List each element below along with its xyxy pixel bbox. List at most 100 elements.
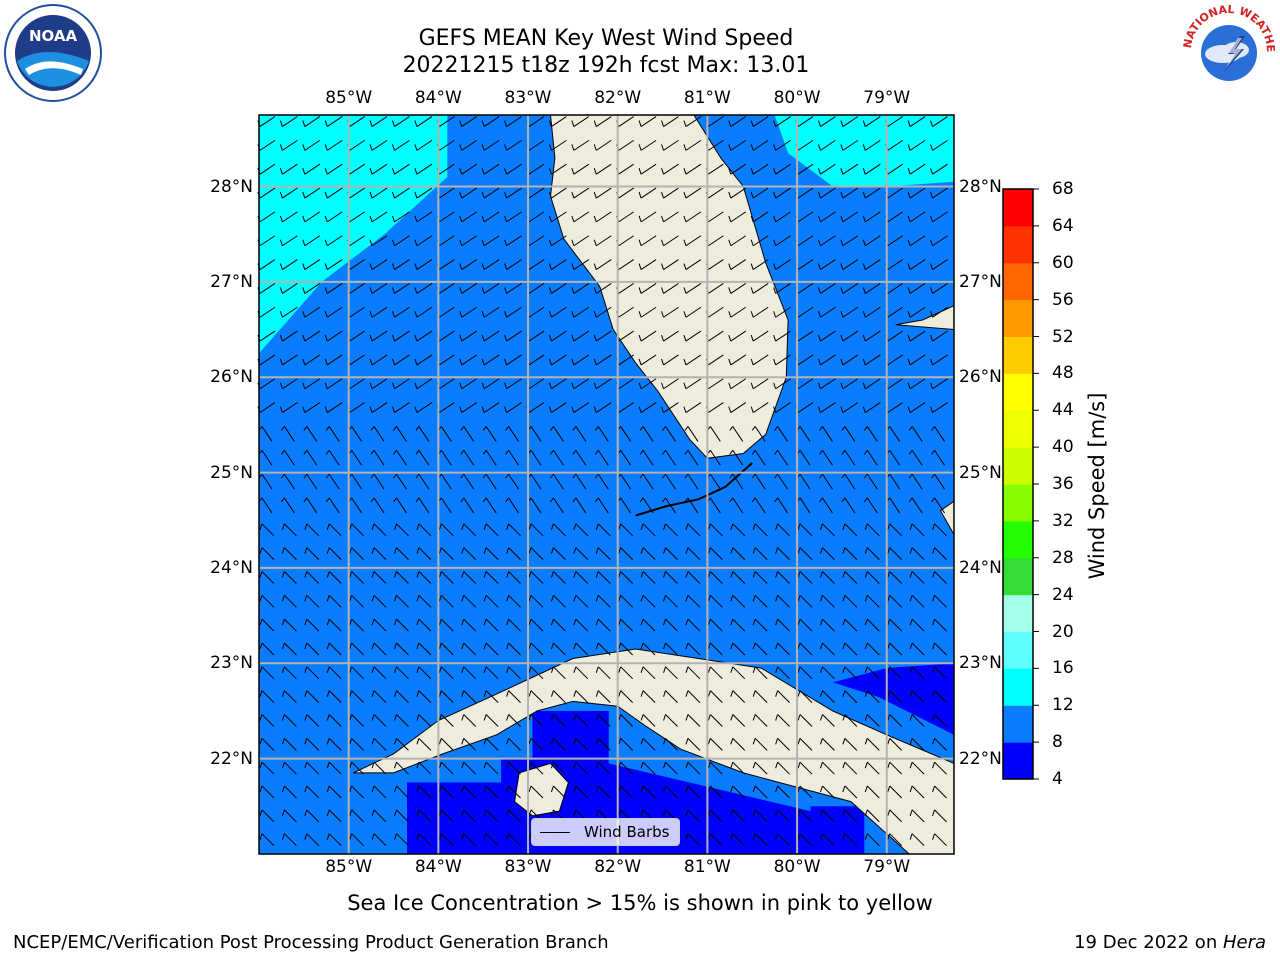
wind-barb-icon <box>416 737 432 751</box>
wind-barb-icon <box>370 497 385 514</box>
wind-barb-icon <box>394 785 409 799</box>
wind-barb-icon <box>864 761 880 775</box>
wind-barb-icon <box>819 809 835 823</box>
colorbar-tick-label: 16 <box>1052 658 1074 679</box>
wind-barb-icon <box>593 306 612 318</box>
wind-barb-icon <box>281 761 297 775</box>
wind-barb-icon <box>540 832 570 833</box>
wind-barb-icon <box>571 116 590 127</box>
wind-barb-icon <box>908 497 923 514</box>
wind-barb-icon <box>279 402 298 414</box>
wind-barb-icon <box>907 139 926 151</box>
wind-barb-icon <box>618 785 634 799</box>
wind-barb-icon <box>775 618 790 632</box>
wind-barb-icon <box>930 211 948 223</box>
wind-barb-icon <box>683 139 702 151</box>
wind-barb-icon <box>930 354 948 366</box>
wind-barb-icon <box>593 235 612 247</box>
colorbar-tick-label: 44 <box>1052 400 1074 421</box>
wind-barb-icon <box>349 761 364 775</box>
wind-barb-icon <box>907 282 926 294</box>
wind-barb-icon <box>640 571 656 584</box>
lat-tick-left: 25°N <box>210 462 253 483</box>
wind-barb-icon <box>730 761 746 775</box>
wind-barb-icon <box>571 235 590 247</box>
wind-barb-icon <box>661 402 679 414</box>
wind-barb-icon <box>840 378 859 390</box>
wind-barb-icon <box>302 306 321 318</box>
wind-barb-icon <box>907 354 926 366</box>
wind-barb-icon <box>730 714 746 727</box>
wind-barb-icon <box>416 761 432 775</box>
wind-barb-icon <box>370 449 385 466</box>
wind-barb-icon <box>304 690 320 704</box>
wind-barb-icon <box>661 354 679 366</box>
wind-barb-icon <box>864 690 880 704</box>
wind-barb-icon <box>887 642 903 656</box>
wind-barb-icon <box>909 571 925 584</box>
wind-barb-icon <box>775 737 790 751</box>
wind-barb-icon <box>663 785 678 799</box>
wind-barb-icon <box>573 594 589 608</box>
wind-barb-icon <box>326 690 342 704</box>
wind-barb-icon <box>302 378 321 390</box>
wind-barb-icon <box>707 690 723 704</box>
wind-barb-icon <box>394 666 409 680</box>
wind-barb-icon <box>797 618 813 632</box>
wind-barb-icon <box>461 523 477 537</box>
wind-barb-icon <box>414 259 433 270</box>
wind-barb-icon <box>548 235 567 247</box>
wind-barb-icon <box>349 714 364 727</box>
colorbar-tick-label: 20 <box>1052 621 1074 642</box>
wind-barb-icon <box>752 523 768 537</box>
wind-barb-icon <box>638 163 657 175</box>
wind-barb-icon <box>548 378 567 390</box>
wind-barb-icon <box>819 594 835 608</box>
wind-barb-icon <box>842 714 858 727</box>
wind-field-4-8-east <box>832 663 954 735</box>
wind-barb-icon <box>392 402 410 414</box>
wind-barb-icon <box>907 235 926 247</box>
wind-barb-icon <box>302 354 321 366</box>
wind-barb-icon <box>371 809 387 823</box>
lat-tick-left: 24°N <box>210 557 253 578</box>
wind-barb-icon <box>394 833 409 847</box>
wind-barb-icon <box>932 594 947 608</box>
wind-barb-icon <box>685 523 701 537</box>
wind-barb-icon <box>438 714 454 727</box>
wind-barb-icon <box>932 714 947 727</box>
wind-barb-icon <box>571 259 590 270</box>
wind-barb-icon <box>797 761 813 775</box>
lon-tick-bottom: 79°W <box>863 857 911 877</box>
wind-barb-icon <box>661 330 679 342</box>
wind-barb-icon <box>259 714 275 727</box>
colorbar-tick-label: 60 <box>1052 252 1074 273</box>
wind-barb-icon <box>349 618 364 632</box>
wind-barb-icon <box>279 354 298 366</box>
wind-barb-icon <box>279 330 298 342</box>
wind-barb-icon <box>773 378 791 390</box>
wind-barb-icon <box>909 642 925 656</box>
wind-barb-icon <box>819 690 835 704</box>
wind-barb-icon <box>661 211 679 223</box>
wind-barb-icon <box>819 761 835 775</box>
wind-barb-icon <box>281 571 297 584</box>
wind-barb-icon <box>819 785 835 799</box>
wind-barb-icon <box>707 666 723 680</box>
wind-barb-icon <box>548 163 567 175</box>
wind-barb-icon <box>842 761 858 775</box>
wind-barb-icon <box>752 666 768 680</box>
wind-barb-icon <box>817 139 836 151</box>
wind-barb-icon <box>638 116 657 127</box>
wind-barb-icon <box>909 785 925 799</box>
wind-barb-icon <box>438 642 454 656</box>
wind-barb-icon <box>887 737 903 751</box>
wind-barb-icon <box>685 761 701 775</box>
wind-barb-icon <box>840 354 859 366</box>
wind-barb-icon <box>371 833 387 847</box>
wind-barb-icon <box>593 330 612 342</box>
wind-barb-icon <box>661 187 679 199</box>
wind-barb-icon <box>663 714 678 727</box>
wind-barb-icon <box>618 547 634 560</box>
wind-barb-icon <box>504 282 522 294</box>
